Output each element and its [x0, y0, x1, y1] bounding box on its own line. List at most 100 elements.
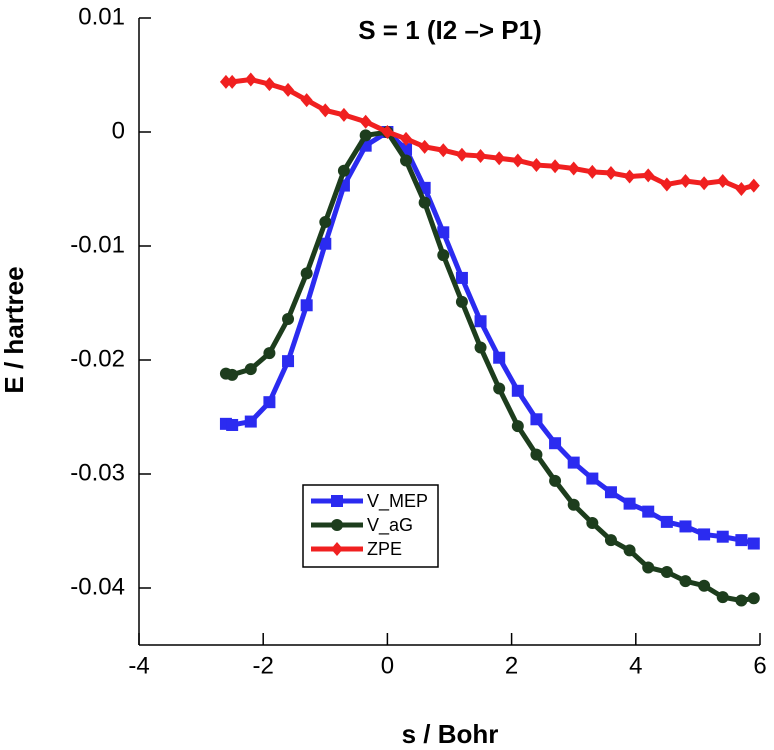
marker [381, 125, 394, 139]
marker [263, 396, 276, 409]
marker [282, 312, 295, 325]
marker [660, 566, 673, 579]
marker [319, 103, 332, 118]
marker [437, 249, 450, 262]
marker [549, 437, 562, 450]
marker [474, 341, 487, 354]
marker [511, 384, 524, 397]
y-tick-label: 0 [112, 117, 125, 144]
marker [418, 196, 431, 209]
marker [300, 299, 313, 312]
marker [511, 153, 524, 168]
marker [642, 561, 655, 574]
legend-label: ZPE [367, 539, 402, 559]
marker [716, 174, 729, 189]
marker [623, 497, 636, 510]
x-tick-label: 4 [629, 652, 642, 679]
marker [511, 420, 524, 433]
marker [679, 520, 692, 533]
marker [530, 158, 543, 173]
marker [660, 177, 673, 192]
marker [623, 169, 636, 184]
legend-marker [331, 519, 343, 531]
marker [747, 178, 760, 193]
marker [604, 534, 617, 547]
marker [642, 505, 655, 518]
marker [282, 355, 295, 368]
x-tick-label: -4 [128, 652, 149, 679]
marker [437, 143, 450, 158]
marker [586, 164, 599, 179]
marker [549, 159, 562, 174]
marker [530, 448, 543, 461]
y-tick-label: -0.03 [70, 459, 125, 486]
marker [300, 93, 313, 108]
marker [604, 486, 617, 499]
marker [567, 161, 580, 176]
marker [319, 216, 332, 229]
legend-marker [331, 495, 343, 507]
marker [586, 517, 599, 530]
marker [244, 415, 257, 428]
marker [735, 534, 748, 547]
marker [698, 528, 711, 541]
marker [698, 176, 711, 191]
marker [226, 368, 239, 381]
marker [455, 295, 468, 308]
marker [337, 164, 350, 177]
marker [493, 151, 506, 166]
marker [567, 498, 580, 511]
legend-label: V_aG [367, 515, 413, 536]
y-axis-label: E / hartree [0, 266, 29, 393]
marker [493, 351, 506, 364]
marker [359, 129, 372, 142]
legend-marker [331, 542, 343, 556]
marker [300, 267, 313, 280]
marker [244, 72, 257, 87]
marker [400, 131, 413, 146]
marker [244, 363, 257, 376]
marker [455, 147, 468, 162]
marker [219, 74, 232, 89]
marker [226, 74, 239, 89]
marker [282, 82, 295, 97]
marker [642, 168, 655, 183]
marker [530, 413, 543, 426]
marker [623, 544, 636, 557]
marker [716, 591, 729, 604]
series-line [225, 128, 755, 546]
marker [359, 114, 372, 129]
marker [455, 271, 468, 284]
marker [567, 456, 580, 469]
x-tick-label: -2 [253, 652, 274, 679]
marker [735, 182, 748, 196]
x-axis-label: s / Bohr [402, 719, 499, 749]
marker [418, 139, 431, 154]
marker [493, 382, 506, 395]
marker [437, 226, 450, 239]
marker [747, 537, 760, 550]
marker [747, 592, 760, 605]
marker [735, 594, 748, 607]
legend-label: V_MEP [367, 491, 428, 512]
y-tick-label: 0.01 [78, 3, 125, 30]
chart-title: S = 1 (I2 –> P1) [358, 15, 542, 45]
y-tick-label: -0.02 [70, 345, 125, 372]
marker [679, 575, 692, 588]
marker [679, 174, 692, 189]
marker [337, 107, 350, 122]
marker [263, 347, 276, 360]
marker [660, 515, 673, 528]
y-tick-label: -0.04 [70, 573, 125, 600]
marker [698, 579, 711, 592]
marker [586, 472, 599, 485]
marker [604, 166, 617, 181]
marker [400, 154, 413, 167]
marker [549, 474, 562, 487]
marker [263, 77, 276, 92]
marker [474, 148, 487, 163]
y-tick-label: -0.01 [70, 231, 125, 258]
x-tick-label: 0 [381, 652, 394, 679]
marker [319, 237, 332, 250]
